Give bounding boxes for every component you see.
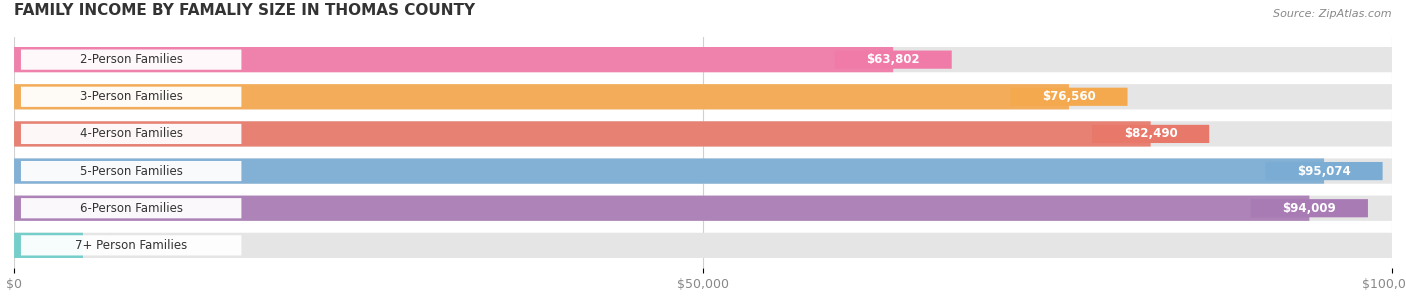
Text: 7+ Person Families: 7+ Person Families <box>75 239 187 252</box>
FancyBboxPatch shape <box>14 84 1392 109</box>
FancyBboxPatch shape <box>21 198 242 218</box>
FancyBboxPatch shape <box>21 124 242 144</box>
FancyBboxPatch shape <box>14 47 893 72</box>
FancyBboxPatch shape <box>1011 88 1128 106</box>
Text: Source: ZipAtlas.com: Source: ZipAtlas.com <box>1274 9 1392 19</box>
Text: $76,560: $76,560 <box>1042 90 1095 103</box>
Text: $94,009: $94,009 <box>1282 202 1336 215</box>
FancyBboxPatch shape <box>14 196 1309 221</box>
FancyBboxPatch shape <box>14 121 1392 147</box>
FancyBboxPatch shape <box>14 84 1069 109</box>
FancyBboxPatch shape <box>21 235 242 256</box>
FancyBboxPatch shape <box>14 233 83 258</box>
FancyBboxPatch shape <box>1092 125 1209 143</box>
FancyBboxPatch shape <box>1251 199 1368 217</box>
Text: 5-Person Families: 5-Person Families <box>80 165 183 178</box>
FancyBboxPatch shape <box>1265 162 1382 180</box>
FancyBboxPatch shape <box>21 87 242 107</box>
FancyBboxPatch shape <box>14 196 1392 221</box>
Text: $82,490: $82,490 <box>1123 127 1178 140</box>
FancyBboxPatch shape <box>14 47 1392 72</box>
FancyBboxPatch shape <box>835 51 952 69</box>
Text: 4-Person Families: 4-Person Families <box>80 127 183 140</box>
FancyBboxPatch shape <box>14 121 1150 147</box>
Text: $63,802: $63,802 <box>866 53 920 66</box>
Text: 6-Person Families: 6-Person Families <box>80 202 183 215</box>
FancyBboxPatch shape <box>14 158 1324 184</box>
Text: 2-Person Families: 2-Person Families <box>80 53 183 66</box>
Text: $95,074: $95,074 <box>1298 165 1351 178</box>
FancyBboxPatch shape <box>21 161 242 181</box>
FancyBboxPatch shape <box>21 49 242 70</box>
FancyBboxPatch shape <box>14 158 1392 184</box>
Text: FAMILY INCOME BY FAMALIY SIZE IN THOMAS COUNTY: FAMILY INCOME BY FAMALIY SIZE IN THOMAS … <box>14 3 475 18</box>
FancyBboxPatch shape <box>14 233 1392 258</box>
Text: $0: $0 <box>100 239 115 252</box>
Text: 3-Person Families: 3-Person Families <box>80 90 183 103</box>
